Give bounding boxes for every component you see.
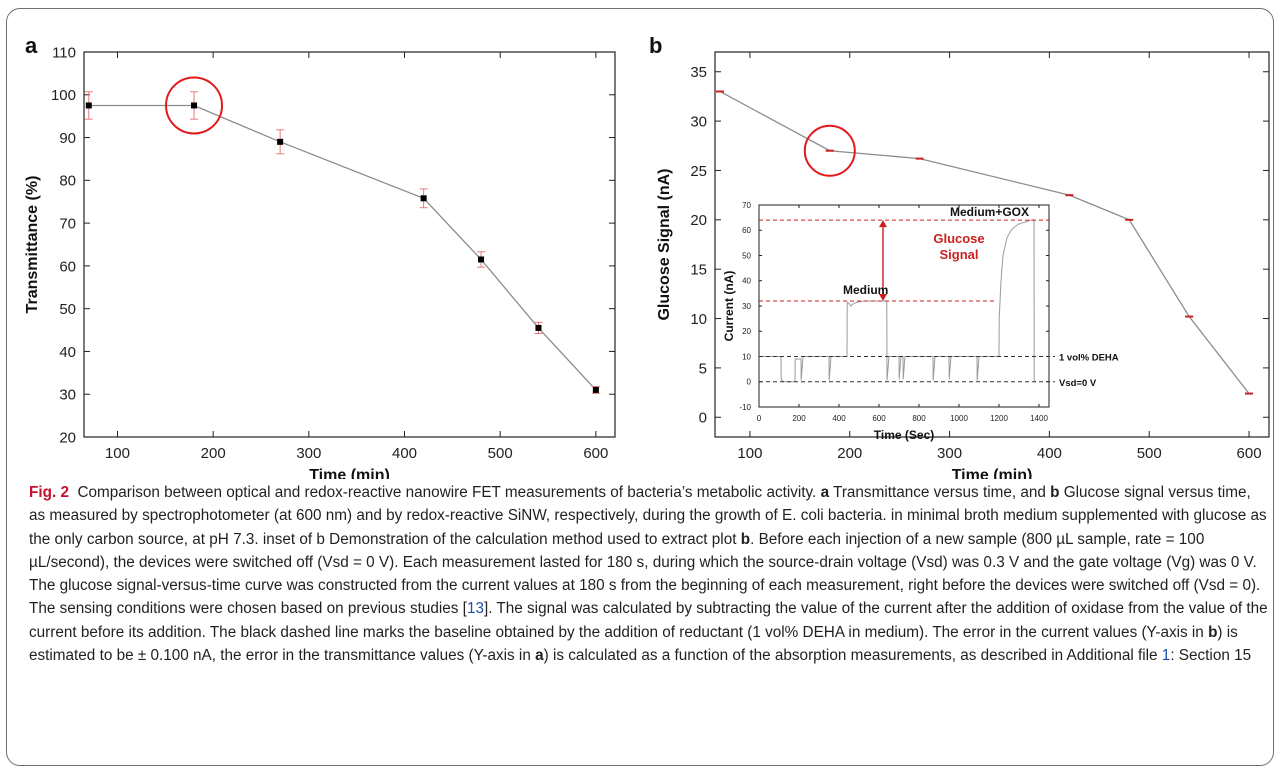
x-axis-label: Time (Sec) [874, 428, 934, 442]
y-tick-label: 25 [690, 163, 707, 180]
y-tick-label: 10 [690, 311, 707, 328]
x-tick-label: 1000 [950, 414, 968, 423]
y-tick-label: 70 [742, 201, 751, 210]
glucose-signal-label-line2: Signal [939, 247, 978, 262]
y-tick-label: 20 [59, 429, 76, 446]
y-axis-label: Current (nA) [722, 271, 736, 342]
caption-part-5: ) is estimated to be ± 0.100 nA, the err… [29, 623, 1238, 665]
y-tick-label: 0 [747, 378, 752, 387]
y-tick-label: 30 [742, 302, 751, 311]
y-tick-label: 80 [59, 173, 76, 190]
x-axis-label: Time (min) [309, 467, 390, 479]
medium-label: Medium [843, 283, 888, 297]
caption-bold-a: a [820, 484, 830, 501]
caption-bold-b: b [1050, 484, 1060, 501]
figure-frame: 100 200 300 400 500 600 20 30 40 50 60 70 80 90 100 110… [6, 8, 1274, 766]
y-tick-label: 35 [690, 64, 707, 81]
y-tick-label: 30 [690, 114, 707, 131]
caption-part-6: ) is calculated as a function of the abs… [543, 647, 1162, 665]
x-tick-label: 600 [872, 414, 886, 423]
caption-bold-a-2: a [535, 647, 544, 665]
x-tick-label: 400 [832, 414, 846, 423]
x-tick-label: 400 [392, 445, 417, 462]
caption-part-4: ]. The signal was calculated by subtract… [29, 600, 1268, 641]
deha-label: 1 vol% DEHA [1059, 353, 1119, 364]
glucose-arrow-head-up [879, 220, 887, 228]
y-tick-label: 10 [742, 352, 751, 361]
data-point [85, 102, 92, 109]
figure-svg: 100 200 300 400 500 6002030405060708090100110… [24, 33, 1270, 479]
panel-label-b: b [649, 33, 662, 58]
plot-frame [83, 51, 616, 438]
y-tick-label: -10 [739, 403, 751, 412]
caption-bold-b-2: b [740, 530, 751, 548]
y-tick-label: 30 [59, 387, 76, 404]
x-tick-label: 500 [488, 445, 513, 462]
y-tick-label: 50 [742, 251, 751, 260]
caption-part-2: Glucose signal versus time, as measured … [29, 484, 1267, 548]
x-tick-label: 600 [1237, 445, 1262, 462]
y-tick-label: 60 [59, 258, 76, 275]
glucose-arrow-head-down [879, 293, 887, 301]
caption-paragraph: Fig. 2 Comparison between optical and re… [29, 481, 1269, 667]
y-tick-label: 70 [59, 216, 76, 233]
y-tick-label: 40 [742, 277, 751, 286]
x-tick-label: 400 [1037, 445, 1062, 462]
data-point [592, 386, 599, 393]
glucose-signal-label-line1: Glucose [933, 231, 984, 246]
x-tick-label: 100 [105, 445, 130, 462]
medium-gox-label: Medium+GOX [950, 205, 1029, 219]
y-tick-label: 60 [742, 226, 751, 235]
x-tick-label: 600 [583, 445, 608, 462]
x-tick-label: 200 [201, 445, 226, 462]
y-tick-label: 110 [52, 44, 76, 61]
caption-part-7: : Section 15 [1170, 647, 1252, 665]
highlight-circle [165, 76, 224, 135]
caption-intro: Comparison between optical and redox-rea… [77, 484, 821, 501]
additional-file-link[interactable]: 1 [1161, 647, 1171, 665]
y-tick-label: 90 [59, 130, 76, 147]
x-tick-label: 200 [792, 414, 806, 423]
x-tick-label: 0 [757, 414, 762, 423]
y-tick-label: 50 [59, 301, 76, 318]
data-point [420, 195, 427, 202]
x-tick-label: 1200 [990, 414, 1008, 423]
y-tick-label: 20 [690, 212, 707, 229]
y-axis-label: Transmittance (%) [24, 176, 41, 314]
panel-b-inset-chart: 0 200 400 600 800 1000 1200 1400 -10 0 10 20 30 40 50 6… [722, 201, 1119, 442]
y-axis-label: Glucose Signal (nA) [656, 168, 673, 320]
caption-label: Fig. 2 [29, 484, 69, 501]
y-tick-label: 5 [699, 360, 707, 377]
vsd-label: Vsd=0 V [1059, 378, 1097, 389]
y-tick-label: 0 [699, 410, 707, 427]
series-line [88, 104, 597, 391]
figure-caption: Fig. 2 Comparison between optical and re… [29, 481, 1269, 667]
x-tick-label: 300 [296, 445, 321, 462]
x-tick-label: 1400 [1030, 414, 1048, 423]
x-tick-label: 100 [737, 445, 762, 462]
reference-link-13[interactable]: 13 [466, 600, 484, 618]
data-point [478, 256, 485, 263]
y-tick-label: 100 [51, 87, 76, 104]
x-axis-label: Time (min) [952, 467, 1033, 479]
y-tick-label: 15 [690, 262, 707, 279]
plot-frame [714, 51, 1270, 438]
caption-part-3: . Before each injection of a new sample … [29, 530, 1261, 618]
panel-a-chart: 100 200 300 400 500 600 20 30 40 50 60 70 80 90 100 110… [24, 44, 616, 479]
data-point [277, 138, 284, 145]
data-point [535, 324, 542, 331]
y-tick-label: 20 [742, 327, 751, 336]
x-tick-label: 500 [1137, 445, 1162, 462]
y-tick-label: 40 [59, 344, 76, 361]
x-tick-label: 800 [912, 414, 926, 423]
panel-label-a: a [25, 33, 38, 58]
highlight-circle [803, 124, 856, 177]
caption-part-1: Transmittance versus time, and [829, 484, 1051, 501]
x-tick-label: 200 [837, 445, 862, 462]
x-tick-label: 300 [937, 445, 962, 462]
caption-bold-b-3: b [1208, 623, 1218, 641]
plot-frame [758, 204, 1050, 408]
data-point [191, 102, 198, 109]
